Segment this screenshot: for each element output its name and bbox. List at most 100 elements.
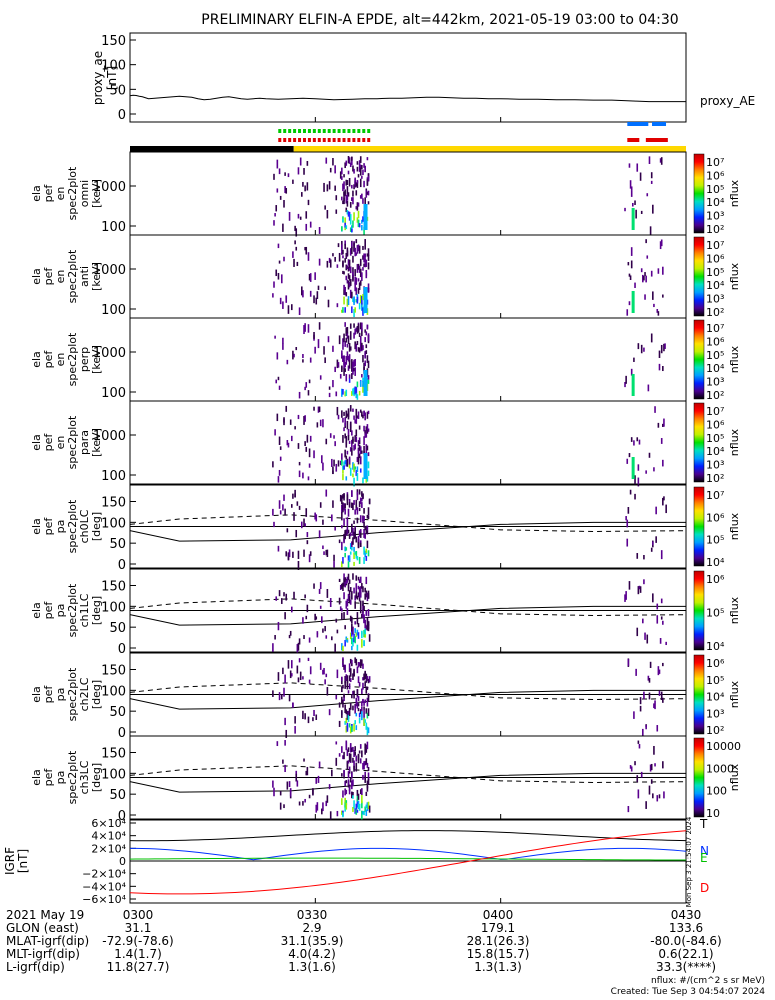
spectrogram-pixel <box>346 279 349 284</box>
spectrogram-pixel <box>662 366 664 372</box>
spectrogram-pixel <box>633 357 635 362</box>
spectrogram-pixel <box>308 274 311 281</box>
colorbar-tick-label: 10⁵ <box>706 534 724 547</box>
colorbar <box>693 570 705 651</box>
spectrogram-pixel <box>643 554 645 560</box>
igrf-ytick-label: 4×10⁴ <box>91 830 126 843</box>
spectrogram-pixel <box>343 191 345 195</box>
panel-ylabel: en <box>54 187 67 201</box>
spectrogram-pixel <box>272 780 274 788</box>
spectrogram-pixel <box>278 260 281 264</box>
spectrogram-pixel <box>276 413 279 422</box>
spectrogram-pixel <box>329 167 332 173</box>
spectrogram-pixel <box>364 533 366 539</box>
ephemeris-value: 4.0(4.2) <box>288 947 336 961</box>
spectrogram-pixel <box>353 723 355 732</box>
science-zone-mark-green <box>302 129 306 133</box>
spectrogram-pixel <box>364 699 366 703</box>
state-bar-black <box>130 146 294 152</box>
spectrogram-pixel <box>348 663 351 672</box>
spectrogram-pixel <box>313 331 315 339</box>
spectrogram-pixel <box>338 578 341 582</box>
spectrogram-pixel <box>318 258 321 266</box>
spectrogram-pixel <box>342 255 344 259</box>
spectrogram-pixel <box>329 811 332 821</box>
spectrogram-pixel <box>363 263 365 267</box>
spectrogram-pixel <box>295 773 298 782</box>
spectrogram-pixel <box>328 709 331 716</box>
spectrogram-pixel <box>358 530 361 537</box>
spectrogram-pixel <box>359 409 362 413</box>
science-zone-markers <box>130 122 686 152</box>
spectrogram-pixel <box>662 662 664 667</box>
spectrogram-pixel <box>283 256 285 262</box>
spectrogram-pixel <box>352 690 354 695</box>
spectrogram-pixel <box>355 697 358 707</box>
spectrogram-pixel <box>630 190 633 197</box>
spectrogram-pixel <box>354 534 356 539</box>
spectrogram-pixel <box>335 694 338 700</box>
panel-ylabel: anti <box>78 266 91 287</box>
spectrogram-pixel <box>289 788 292 797</box>
panel-ylabel: pef <box>42 184 55 203</box>
spectrogram-pixel <box>355 415 358 424</box>
spectrogram-pixel <box>317 775 320 783</box>
spectrogram-pixel <box>305 211 308 219</box>
spectrogram-pixel <box>326 687 329 696</box>
spectrogram-pixel <box>365 525 368 534</box>
spectrogram-pixel <box>343 367 345 376</box>
spectrogram-pixel <box>366 445 369 451</box>
science-zone-mark-red <box>332 138 336 142</box>
colorbar-tick-label: 10⁷ <box>706 156 724 169</box>
spectrogram-pixel <box>648 785 651 795</box>
spectrogram-pixel <box>362 354 364 363</box>
spectrogram-pixel <box>335 618 338 623</box>
spectrogram-pixel <box>637 586 640 595</box>
panel-ylabel: spec2plot <box>66 499 79 553</box>
spectrogram-pixel <box>629 180 632 189</box>
spectrogram-pixel <box>318 588 321 594</box>
spectrogram-pixel <box>355 299 358 303</box>
spectrogram-pixel <box>273 281 275 288</box>
spectrogram-pixel <box>295 246 298 251</box>
spectrogram-pixel <box>364 412 366 421</box>
spectrogram-pixel <box>351 694 353 699</box>
spectrogram-pixel <box>345 709 348 715</box>
spectrogram-pixel <box>341 495 343 505</box>
spectrogram-pixel <box>364 253 366 258</box>
spectrogram-pixel <box>329 259 332 268</box>
spectrogram-pixel <box>314 613 316 621</box>
spectrogram-pixel <box>640 771 643 778</box>
colorbar <box>693 737 705 818</box>
spectrogram-pixel <box>347 747 350 753</box>
spectrogram-pixel <box>364 337 366 343</box>
spectrogram-pixel <box>359 515 362 523</box>
spectrogram-pixel <box>367 375 370 380</box>
spectrogram-pixel <box>344 217 346 226</box>
spectrogram-pixel <box>358 425 361 430</box>
spectrogram-pixel <box>298 470 301 478</box>
spectrogram-pixel <box>367 379 370 384</box>
spectrogram-pixel <box>328 784 331 790</box>
spectrogram-pixel <box>342 790 344 798</box>
science-zone-mark-red <box>283 138 287 142</box>
ephemeris-value: -72.9(-78.6) <box>102 934 174 948</box>
spectrogram-pixel <box>364 258 366 263</box>
spectrogram-pixel <box>362 604 364 611</box>
spectrogram-pixel <box>356 799 359 808</box>
colorbar-tick-label: 10⁴ <box>706 445 725 458</box>
spectrogram-pixel <box>654 406 656 413</box>
spectrogram-pixel <box>306 182 309 191</box>
spectrogram-pixel <box>280 598 283 604</box>
spectrogram-pixel <box>361 810 363 820</box>
spectrogram-pixel <box>363 717 365 726</box>
spectrogram-pixel <box>656 795 659 802</box>
spectrogram-pixel <box>359 156 362 163</box>
spectrogram-pixel <box>638 439 641 445</box>
spectrogram-pixel <box>363 521 365 528</box>
panel-ylabel: ela <box>30 602 43 619</box>
spectrogram-pixel <box>345 356 348 365</box>
panel-frame <box>129 234 687 319</box>
